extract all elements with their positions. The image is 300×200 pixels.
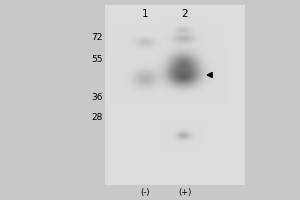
Text: 72: 72	[92, 33, 103, 43]
Text: (-): (-)	[140, 188, 150, 196]
Text: 55: 55	[92, 55, 103, 64]
Text: 2: 2	[182, 9, 188, 19]
Text: 28: 28	[92, 114, 103, 122]
Text: 1: 1	[142, 9, 148, 19]
Text: 36: 36	[92, 94, 103, 102]
Text: (+): (+)	[178, 188, 192, 196]
